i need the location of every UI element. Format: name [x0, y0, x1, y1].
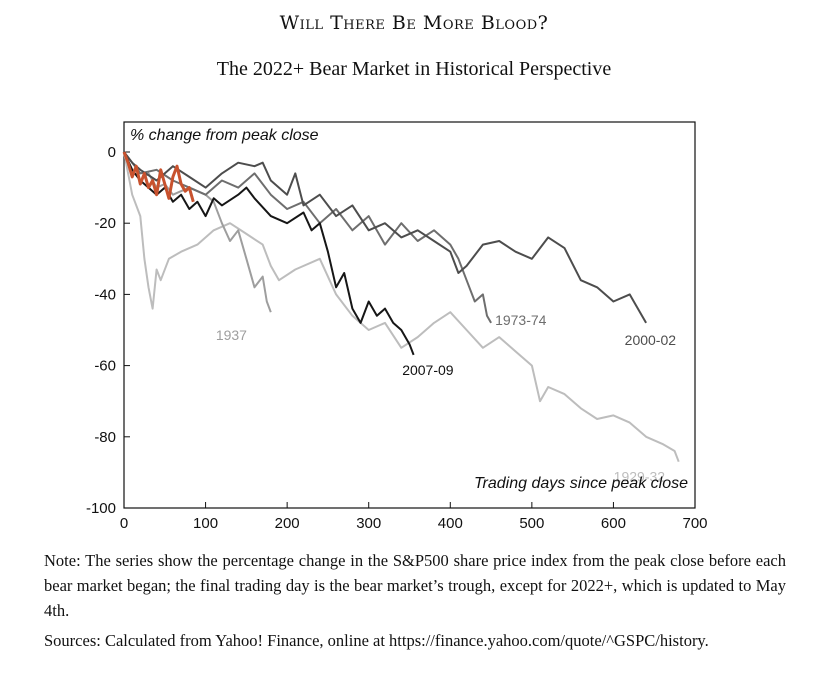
- plot-frame: [123, 121, 696, 509]
- series-label-1929-32: 1929-32: [614, 469, 666, 485]
- x-tick-label: 100: [193, 515, 218, 532]
- series-label-2007-09: 2007-09: [402, 362, 454, 378]
- y-tick-label: -80: [94, 429, 116, 446]
- x-tick-label: 300: [356, 515, 381, 532]
- y-tick-label: -40: [94, 286, 116, 303]
- y-axis-label: % change from peak close: [130, 127, 319, 144]
- x-tick-label: 500: [519, 515, 544, 532]
- chart-subtitle: The 2022+ Bear Market in Historical Pers…: [216, 58, 612, 80]
- x-tick-label: 700: [682, 515, 707, 532]
- y-tick-label: 0: [108, 144, 116, 161]
- series-line-2007-09: [123, 151, 415, 356]
- series-line-2000-02: [123, 151, 647, 324]
- chart-note: Note: The series show the percentage cha…: [44, 551, 786, 620]
- x-tick-label: 600: [601, 515, 626, 532]
- x-tick-label: 0: [120, 515, 128, 532]
- series-label-2000-02: 2000-02: [625, 332, 677, 348]
- x-axis-label: Trading days since peak close: [474, 475, 688, 492]
- chart-sources: Sources: Calculated from Yahoo! Finance,…: [44, 631, 709, 650]
- axis-ticks: 0 100 200 300 400 500 600 700 0 -20 -40 -60 -80 -100: [86, 144, 708, 532]
- series-line-1929-32: [123, 151, 680, 463]
- x-tick-label: 400: [438, 515, 463, 532]
- series-line-2022: [122, 151, 195, 203]
- x-tick-label: 200: [275, 515, 300, 532]
- y-tick-label: -100: [86, 500, 116, 517]
- y-tick-label: -60: [94, 358, 116, 375]
- series-group: [122, 151, 680, 463]
- series-label-1973-74: 1973-74: [495, 312, 547, 328]
- series-label-1937: 1937: [216, 327, 247, 343]
- chart-svg: 0 100 200 300 400 500 600 7000-20-40-60-80-100 …: [86, 121, 708, 532]
- chart-title: Will There Be More Blood?: [279, 12, 549, 34]
- y-tick-label: -20: [94, 215, 116, 232]
